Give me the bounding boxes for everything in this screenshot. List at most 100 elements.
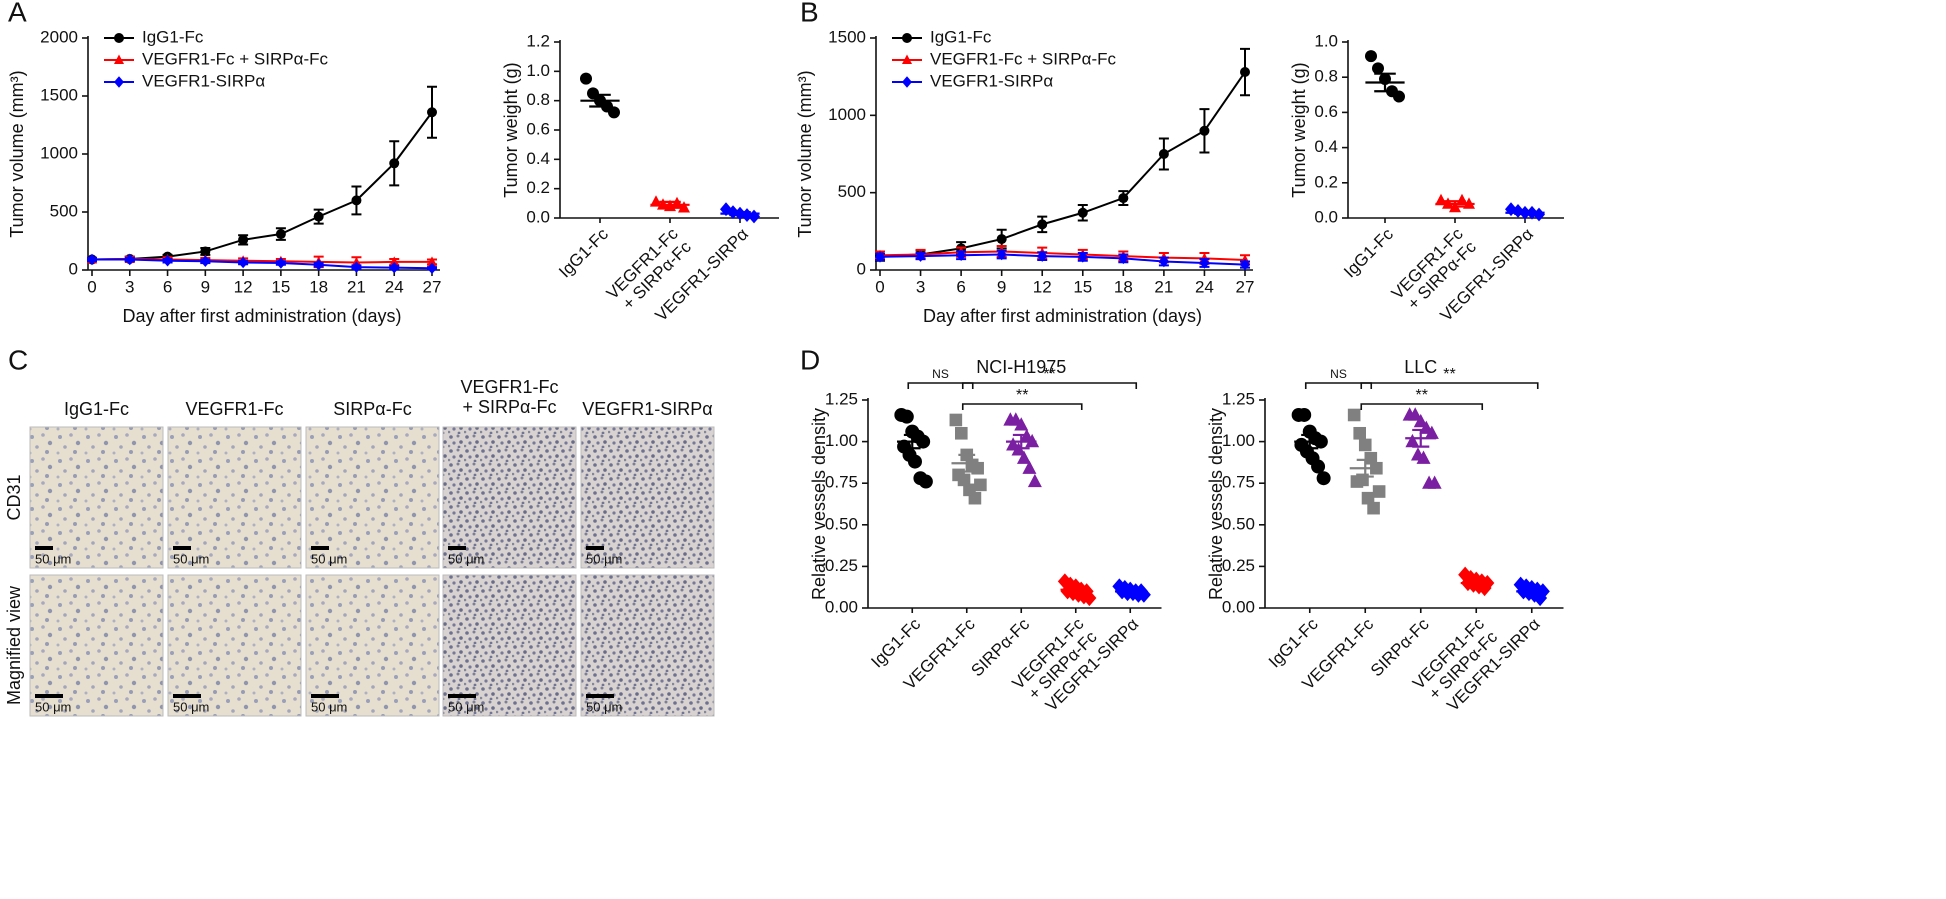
micrograph: [580, 426, 715, 569]
micrograph: [442, 574, 577, 717]
significance-label: NS: [1330, 367, 1347, 381]
marker: [1365, 50, 1377, 63]
marker: [949, 413, 963, 427]
marker: [1533, 589, 1548, 607]
marker: [1158, 149, 1169, 159]
marker: [968, 491, 982, 505]
marker: [1027, 473, 1042, 488]
series-line: [879, 253, 1246, 266]
y-tick-label: 0.75: [1222, 473, 1255, 492]
series-line: [92, 258, 433, 270]
marker: [1199, 257, 1210, 269]
legend-label: VEGFR1-SIRPα: [930, 71, 1053, 90]
marker: [996, 248, 1007, 261]
x-tick-label: 0: [875, 277, 884, 296]
marker: [200, 255, 211, 268]
scale-bar-label: 50 μm: [448, 551, 484, 566]
x-tick-label: 24: [1195, 277, 1214, 296]
x-tick-label: 18: [309, 277, 328, 296]
scale-bar-label: 50 μm: [448, 699, 484, 714]
marker: [902, 54, 912, 64]
scale-bar-label: 50 μm: [173, 551, 209, 566]
x-tick-label: 3: [916, 277, 925, 296]
y-tick-label: 0.4: [526, 149, 550, 168]
legend-label: IgG1-Fc: [142, 27, 204, 46]
y-tick-label: 0.2: [1314, 172, 1338, 191]
y-axis-label: Tumor weight (g): [501, 62, 521, 197]
marker: [1416, 450, 1431, 464]
y-tick-label: 0.25: [825, 556, 858, 575]
marker: [1016, 450, 1031, 464]
micrograph: [167, 574, 302, 717]
chart-title: LLC: [1404, 357, 1437, 377]
y-axis-label: Tumor volume (mm³): [795, 70, 815, 237]
row-label: Magnified view: [4, 585, 24, 705]
marker: [1393, 90, 1405, 103]
marker: [1505, 202, 1517, 217]
x-tick-label: 6: [163, 277, 172, 296]
marker: [1037, 250, 1048, 262]
series-line: [879, 71, 1246, 258]
y-tick-label: 1.0: [526, 61, 550, 80]
scale-bar-label: 50 μm: [311, 551, 347, 566]
sem-bar: [659, 200, 681, 209]
y-tick-label: 0.00: [1222, 597, 1255, 616]
marker: [1405, 433, 1420, 448]
y-tick-label: 0.75: [825, 473, 858, 492]
marker: [1199, 125, 1210, 136]
y-tick-label: 0.6: [1314, 102, 1338, 121]
significance-label: **: [1043, 366, 1055, 383]
y-tick-label: 0.6: [526, 119, 550, 138]
sem-bar: [1412, 428, 1430, 448]
sem-bar: [1374, 72, 1396, 93]
panel-label: C: [8, 344, 28, 375]
marker: [275, 257, 286, 269]
sem-bar: [1301, 433, 1319, 450]
y-tick-label: 0.8: [1314, 67, 1338, 86]
y-tick-label: 0.0: [1314, 207, 1338, 226]
marker: [1311, 459, 1326, 474]
marker: [1240, 67, 1250, 78]
chart-title: NCI-H1975: [976, 357, 1066, 377]
marker: [899, 409, 914, 424]
y-tick-label: 1.25: [825, 389, 858, 408]
scale-bar-label: 50 μm: [173, 699, 209, 714]
marker: [907, 454, 922, 469]
micrograph: [305, 574, 440, 717]
marker: [1240, 258, 1250, 271]
marker: [1372, 62, 1384, 75]
marker: [915, 250, 926, 262]
x-tick-label: 27: [1236, 277, 1255, 296]
marker: [996, 234, 1007, 245]
column-header: VEGFR1-SIRPα: [582, 399, 712, 419]
marker: [720, 202, 732, 217]
significance-bracket: [961, 403, 1083, 410]
x-tick-label: 27: [423, 277, 442, 296]
marker: [124, 253, 135, 266]
marker: [87, 253, 97, 266]
y-tick-label: 1.25: [1222, 389, 1255, 408]
marker: [748, 209, 760, 224]
y-tick-label: 0.0: [526, 207, 550, 226]
y-tick-label: 0.50: [825, 514, 858, 533]
x-tick-label: 15: [1073, 277, 1092, 296]
row-label: CD31: [4, 474, 24, 520]
marker: [1427, 475, 1442, 489]
legend-label: VEGFR1-SIRPα: [142, 71, 265, 90]
marker: [955, 426, 968, 440]
micrograph: [29, 426, 164, 569]
marker: [1435, 193, 1447, 206]
x-tick-label: 21: [347, 277, 366, 296]
y-tick-label: 1.0: [1314, 31, 1338, 50]
marker: [427, 262, 437, 275]
y-axis-label: Tumor volume (mm³): [7, 70, 27, 237]
sem-bar: [1467, 580, 1485, 586]
marker: [162, 254, 173, 267]
x-tick-label: 24: [385, 277, 404, 296]
marker: [1353, 426, 1366, 440]
series-line: [91, 111, 433, 261]
significance-bracket: [1360, 382, 1539, 389]
sem-bar: [1012, 433, 1030, 450]
sem-bar: [903, 433, 921, 450]
